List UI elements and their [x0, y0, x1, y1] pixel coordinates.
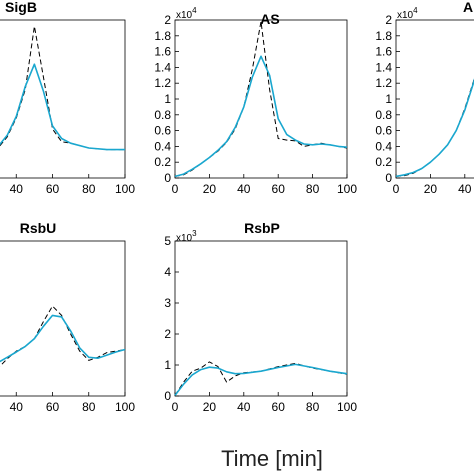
x-tick-label-rsbp: 0: [172, 400, 179, 414]
y-tick-label-as: 0.2: [154, 155, 171, 169]
panel-rsbp: RsbP x103 0 20 40 60 80 100 0 1 2 3 4 5: [164, 220, 357, 414]
x-tick-label-rsbu: 80: [82, 400, 96, 414]
y-tick-label-rsbp: 0: [164, 389, 171, 403]
y-tick-label-third: 0: [385, 171, 392, 185]
data-line-rsbp: [174, 361, 348, 396]
y-tick-label-third: 1.6: [375, 45, 392, 59]
y-tick-label-third: 0.4: [375, 139, 392, 153]
x-tick-label-rsbp: 40: [237, 400, 251, 414]
y-tick-label-rsbp: 2: [164, 327, 171, 341]
y-tick-label-as: 0.4: [154, 139, 171, 153]
y-tick-label-as: 2: [164, 13, 171, 27]
panel-rsbu: RsbU 40 60 80 100: [0, 220, 135, 414]
model-line-as: [174, 55, 348, 178]
panel-as: AS x104 0 20 40 60 80 10000.20.40.60.811.21.4…: [154, 6, 357, 196]
y-tick-label-third: 1: [385, 92, 392, 106]
model-line-rsbp: [174, 363, 348, 396]
y-tick-label-third: 1.4: [375, 60, 392, 74]
x-tick-label-sigb: 40: [10, 182, 24, 196]
panel-title-rsbp: RsbP: [244, 220, 280, 236]
y-tick-label-third: 1.2: [375, 76, 392, 90]
x-axis-label: Time [min]: [221, 446, 323, 471]
x-tick-label-as: 0: [172, 182, 179, 196]
x-tick-label-as: 60: [272, 182, 286, 196]
x-tick-label-sigb: 60: [46, 182, 60, 196]
axes-box-rsbp: [174, 240, 348, 397]
model-line-third: [395, 78, 474, 178]
x-tick-label-rsbu: 40: [10, 400, 24, 414]
data-line-as: [174, 21, 348, 177]
x-tick-label-as: 100: [337, 182, 357, 196]
y-tick-label-as: 1: [164, 92, 171, 106]
y-tick-label-as: 1.8: [154, 29, 171, 43]
axes-box-as: [174, 19, 348, 179]
x-tick-label-as: 80: [306, 182, 320, 196]
x-tick-label-rsbp: 100: [337, 400, 357, 414]
y-tick-label-rsbp: 1: [164, 358, 171, 372]
axes-box-third: [395, 19, 474, 179]
y-tick-label-third: 1.8: [375, 29, 392, 43]
y-tick-label-third: 0.6: [375, 124, 392, 138]
y-tick-label-as: 0: [164, 171, 171, 185]
y-tick-label-rsbp: 5: [164, 234, 171, 248]
x-tick-label-rsbu: 60: [46, 400, 60, 414]
x-tick-label-third: 20: [424, 182, 438, 196]
data-line-rsbu: [0, 305, 126, 367]
panel-title-rsbu: RsbU: [20, 220, 57, 236]
x-tick-label-sigb: 100: [115, 182, 135, 196]
x-tick-label-rsbu: 100: [115, 400, 135, 414]
x-tick-label-third: 0: [393, 182, 400, 196]
panel-title-sigb: SigB: [5, 0, 37, 15]
axes-box-sigb: [0, 19, 126, 179]
panel-title-as: AS: [260, 11, 279, 27]
y-tick-label-rsbp: 4: [164, 265, 171, 279]
exponent-label-rsbp: x103: [176, 229, 197, 244]
x-tick-label-as: 40: [237, 182, 251, 196]
y-tick-label-as: 1.4: [154, 60, 171, 74]
x-tick-label-as: 20: [203, 182, 217, 196]
model-line-rsbu: [0, 314, 126, 363]
y-tick-label-as: 1.6: [154, 45, 171, 59]
panel-title-third: A: [463, 0, 473, 15]
x-tick-label-rsbp: 20: [203, 400, 217, 414]
y-tick-label-as: 0.6: [154, 124, 171, 138]
x-tick-label-rsbp: 80: [306, 400, 320, 414]
model-line-sigb: [0, 63, 125, 151]
exponent-label-as: x104: [176, 6, 197, 21]
x-tick-label-sigb: 80: [82, 182, 96, 196]
panel-sigb: SigB 40 60 80 100: [0, 0, 135, 196]
y-tick-label-as: 0.8: [154, 108, 171, 122]
y-tick-label-as: 1.2: [154, 76, 171, 90]
x-tick-label-third: 40: [458, 182, 472, 196]
y-tick-label-third: 0.8: [375, 108, 392, 122]
x-tick-label-rsbp: 60: [272, 400, 286, 414]
y-tick-label-third: 2: [385, 13, 392, 27]
exponent-label-third: x104: [397, 6, 418, 21]
y-tick-label-rsbp: 3: [164, 296, 171, 310]
y-tick-label-third: 0.2: [375, 155, 392, 169]
